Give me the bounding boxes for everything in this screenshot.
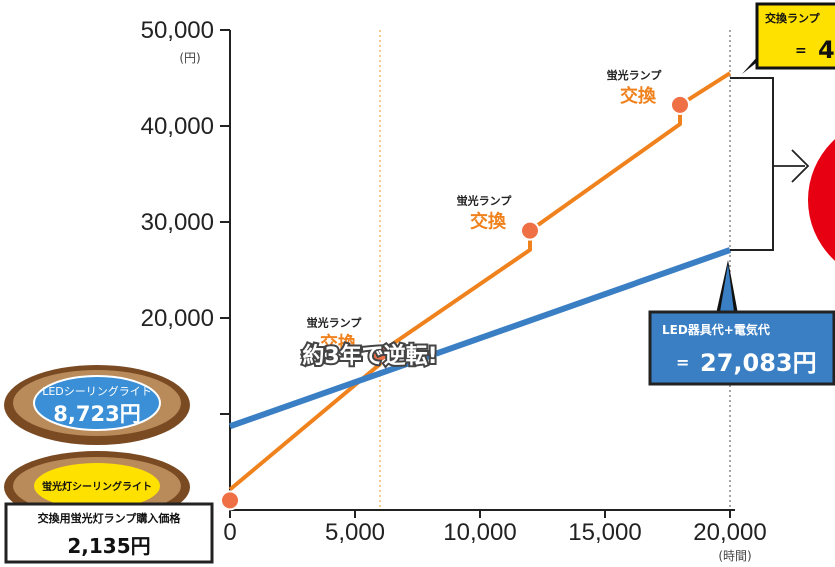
x-tick-group: 0 5,000 10,000 15,000 20,000: [223, 510, 767, 546]
series-line-0: [228, 71, 732, 492]
replacement-marker: [670, 94, 690, 115]
led-total-value: 27,083円: [700, 349, 817, 377]
led-product-label: LEDシーリングライト: [42, 384, 152, 398]
annotation-small: 蛍光ランプ: [307, 316, 363, 330]
x-tick-label: 5,000: [325, 519, 385, 546]
difference-bracket: [730, 77, 774, 251]
x-unit-label: (時間): [718, 549, 751, 563]
fluor-total-eq: =: [795, 43, 807, 59]
x-tick-label: 15,000: [568, 519, 641, 546]
lamp-price-label: 交換用蛍光灯ランプ購入価格: [38, 511, 182, 525]
lamp-price-value: 2,135円: [67, 534, 150, 558]
replacement-marker: [370, 342, 390, 363]
led-total-label: LED器具代+電気代: [662, 322, 770, 337]
savings-circle: [808, 139, 835, 261]
x-tick-label: 20,000: [693, 519, 766, 546]
replacement-marker: [520, 220, 540, 241]
fluor-product-label: 蛍光灯シーリングライト: [42, 480, 152, 493]
annotation-small: 蛍光ランプ: [607, 68, 663, 82]
y-tick-label: 40,000: [141, 113, 214, 140]
led-product-price: 8,723円: [53, 402, 140, 426]
y-tick-label: 30,000: [141, 209, 214, 236]
arrow-icon: [773, 149, 810, 183]
annotation-big: 交換: [320, 333, 357, 355]
fluor-total-label: 交換ランプ: [765, 11, 821, 25]
replacement-marker: [220, 490, 240, 511]
led-total-callout: LED器具代+電気代 = 27,083円: [648, 260, 835, 386]
series-line-1: [229, 247, 731, 430]
fluorescent-ceiling-light-icon: 蛍光灯シーリングライト: [4, 451, 190, 523]
y-unit-label: (円): [179, 51, 200, 65]
x-tick-label: 0: [223, 519, 236, 546]
crossover-label: 約3年で逆転!: [302, 343, 437, 369]
fluor-total-callout: 交換ランプ = 4: [742, 2, 835, 74]
lamp-price-box: 交換用蛍光灯ランプ購入価格 2,135円: [4, 502, 214, 564]
fluor-total-value: 4: [818, 36, 835, 64]
y-tick-label: 20,000: [141, 305, 214, 332]
led-total-eq: =: [676, 353, 689, 372]
annotation-big: 交換: [470, 211, 507, 233]
y-tick-group: 20,000 30,000 40,000 50,000: [141, 17, 230, 415]
annotation-small: 蛍光ランプ: [457, 194, 513, 208]
series-group: [228, 71, 732, 492]
y-tick-label: 50,000: [141, 17, 214, 44]
led-ceiling-light-icon: LEDシーリングライト 8,723円: [4, 365, 190, 445]
annotation-big: 交換: [620, 85, 657, 107]
x-tick-label: 10,000: [443, 519, 516, 546]
